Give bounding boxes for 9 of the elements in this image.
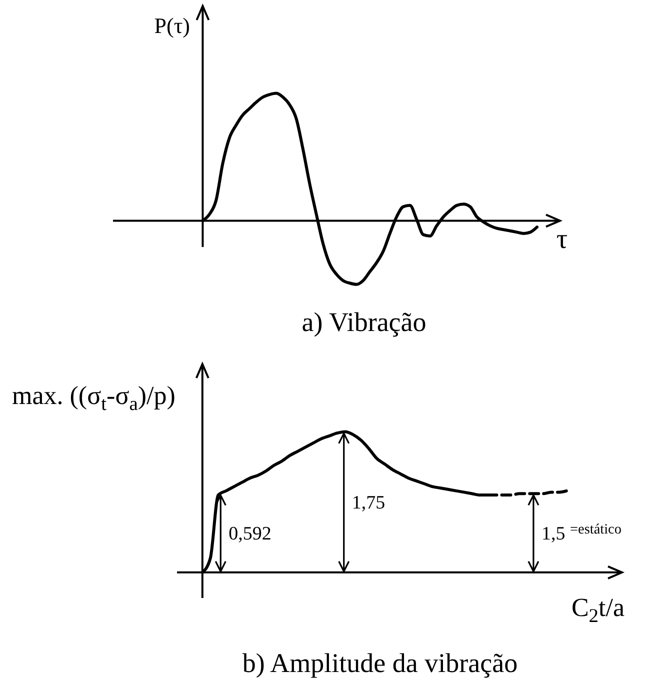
y-axis-title: max. ((σ$_{t}$-σ$_{a}$)/p) xyxy=(12,381,176,415)
annotation: 0,592 xyxy=(228,523,272,544)
annotation: 1,75 xyxy=(352,492,386,514)
x-axis-title: C$_{2}$t/a xyxy=(571,593,625,627)
text: b) Amplitude da vibração xyxy=(242,648,518,678)
text: a) Vibração xyxy=(302,307,426,337)
y-axis-title: P(τ) xyxy=(154,13,190,38)
annotation: 1,5 $^{=estático}$ xyxy=(541,522,622,544)
x-axis-title: τ xyxy=(556,224,568,255)
